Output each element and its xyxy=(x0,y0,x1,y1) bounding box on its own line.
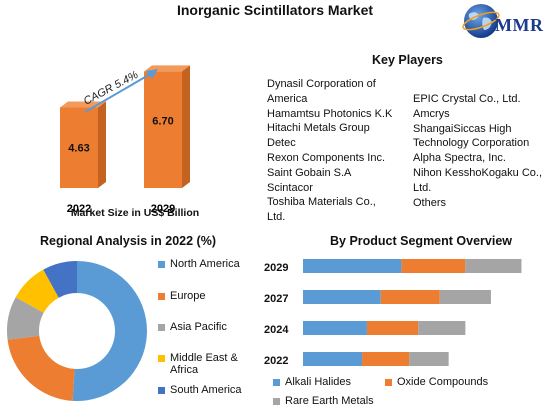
legend-label: Alkali Halides xyxy=(285,376,352,388)
legend-label: Oxide Compounds xyxy=(397,376,489,388)
key-player-item: Rexon Components Inc. xyxy=(267,151,386,164)
donut-slice xyxy=(43,261,77,298)
donut-slice xyxy=(7,297,44,340)
cagr-arrow xyxy=(84,72,153,113)
legend-swatch xyxy=(158,293,165,300)
key-players-col1: Dynasil Corporation of America Hamamtsu Ph… xyxy=(267,77,392,225)
key-players-title: Key Players xyxy=(372,53,443,67)
segment-category-label: 2029 xyxy=(264,262,288,274)
cagr-label: CAGR 5.4% xyxy=(82,69,141,108)
key-player-item: ShangaiSiccas High xyxy=(413,122,512,135)
key-player-item: Ltd. xyxy=(267,211,286,224)
key-player-item: Technology Corporation xyxy=(413,137,530,150)
cagr-arrowhead xyxy=(146,69,158,79)
key-player-item: Others xyxy=(413,196,447,209)
legend-label: South America xyxy=(170,384,242,396)
key-player-item: America xyxy=(267,92,308,105)
segment-bar xyxy=(303,259,402,273)
key-player-item: Nihon KesshoKogaku Co., xyxy=(413,166,543,179)
segment-legend-item: Oxide Compounds xyxy=(385,376,488,388)
brand-logo: MMR xyxy=(461,0,547,46)
segment-title: By Product Segment Overview xyxy=(330,234,513,248)
key-players-col2: EPIC Crystal Co., Ltd. Amcrys ShangaiSicca… xyxy=(413,92,542,210)
legend-label: Asia Pacific xyxy=(170,321,227,333)
segment-bar xyxy=(465,259,522,273)
market-size-bar xyxy=(144,65,190,188)
bar-category-label: 2029 xyxy=(151,203,175,215)
segment-bar xyxy=(303,290,381,304)
legend-label: Europe xyxy=(170,290,206,302)
legend-label: Rare Earth Metals xyxy=(285,395,374,407)
regional-legend-item: Europe xyxy=(158,290,248,302)
segment-category-label: 2027 xyxy=(264,293,288,305)
legend-swatch xyxy=(158,387,165,394)
segment-bar xyxy=(380,290,440,304)
legend-label: North America xyxy=(170,258,240,270)
market-size-value-label: 4.63 xyxy=(68,143,89,155)
key-player-item: EPIC Crystal Co., Ltd. xyxy=(413,93,521,105)
globe-icon xyxy=(462,4,500,38)
regional-legend-item: South America xyxy=(158,384,248,396)
key-player-item: Hitachi Metals Group xyxy=(267,122,370,135)
key-player-item: Amcrys xyxy=(413,107,450,120)
segment-legend-item: Alkali Halides xyxy=(273,376,351,388)
key-player-item: Alpha Spectra, Inc. xyxy=(413,152,506,165)
market-size-xlabel: Market Size in US$ Billion xyxy=(70,207,200,219)
legend-swatch xyxy=(158,355,165,362)
donut-slice xyxy=(7,335,75,401)
segment-bar xyxy=(366,321,419,335)
regional-legend-item: Asia Pacific xyxy=(158,321,248,333)
donut-slice xyxy=(72,261,147,401)
legend-swatch xyxy=(385,379,392,386)
key-player-item: Saint Gobain S.A xyxy=(267,166,352,179)
bar-category-label: 2022 xyxy=(67,203,91,215)
segment-category-label: 2022 xyxy=(264,355,288,367)
logo-text: MMR xyxy=(495,15,544,35)
market-size-value-label: 6.70 xyxy=(152,115,173,127)
regional-title: Regional Analysis in 2022 (%) xyxy=(40,234,216,248)
legend-swatch xyxy=(158,324,165,331)
key-player-item: Ltd. xyxy=(413,181,432,194)
segment-bar xyxy=(303,321,367,335)
key-player-item: Hamamtsu Photonics K.K xyxy=(267,107,393,120)
segment-category-label: 2024 xyxy=(264,324,289,336)
segment-bar xyxy=(303,352,363,366)
segment-bar xyxy=(418,321,466,335)
regional-legend-item: North America xyxy=(158,258,248,270)
key-player-item: Toshiba Materials Co., xyxy=(267,196,376,209)
segment-bar xyxy=(409,352,449,366)
segment-legend-item: Rare Earth Metals xyxy=(273,395,374,407)
donut-slice xyxy=(15,269,59,313)
legend-swatch xyxy=(158,261,165,268)
key-player-item: Detec xyxy=(267,137,296,150)
segment-bar xyxy=(439,290,491,304)
legend-swatch xyxy=(273,379,280,386)
key-player-item: Dynasil Corporation of xyxy=(267,78,376,90)
regional-legend-item: Middle East & Africa xyxy=(158,352,248,376)
key-player-item: Scintacor xyxy=(267,181,313,194)
segment-bar xyxy=(362,352,410,366)
segment-bar xyxy=(401,259,466,273)
legend-swatch xyxy=(273,398,280,405)
market-size-chart: 4.63 6.70 CAGR 5.4% 2022 2029 xyxy=(60,65,190,215)
segment-stacked-bar-chart: 2029 2027 2024 2022 xyxy=(264,259,522,367)
legend-label: Middle East & Africa xyxy=(170,352,238,376)
regional-donut-chart xyxy=(7,261,147,401)
page-title: Inorganic Scintillators Market xyxy=(176,2,374,18)
